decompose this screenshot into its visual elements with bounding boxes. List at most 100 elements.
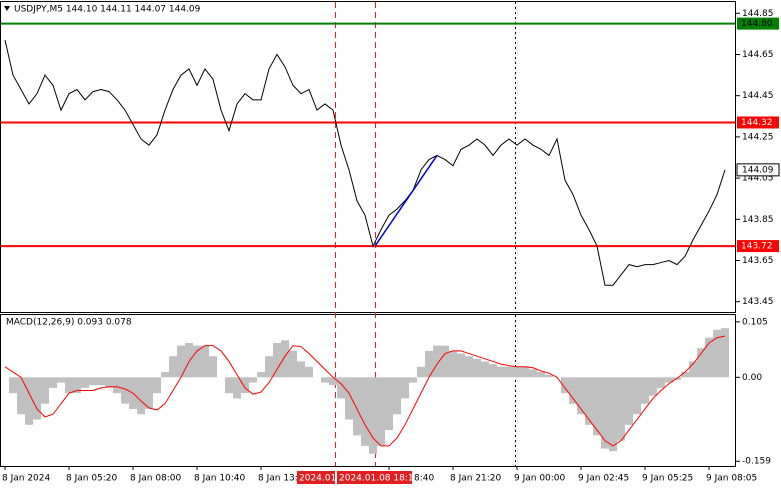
macd-bar [353, 377, 361, 436]
macd-bar [601, 377, 609, 449]
macd-bar [393, 377, 401, 415]
macd-bar [689, 361, 697, 378]
macd-bar [697, 348, 705, 378]
macd-bar [505, 366, 513, 378]
macd-bar [425, 350, 433, 378]
macd-bar [137, 377, 145, 415]
macd-bar [385, 377, 393, 431]
macd-bar [89, 377, 97, 386]
macd-bar [537, 372, 545, 378]
macd-bar [9, 377, 17, 394]
level-label: 143.72 [741, 242, 773, 252]
macd-bar [665, 377, 673, 383]
macd-bar [561, 377, 569, 394]
macd-bar [49, 377, 57, 388]
macd-bar [705, 337, 713, 378]
y-tick-label: 0.00 [742, 373, 762, 383]
macd-bar [585, 377, 593, 425]
macd-bar [497, 366, 505, 378]
macd-bar [657, 377, 665, 388]
macd-bar [289, 350, 297, 378]
x-tick-label: 9 Jan 00:00 [514, 474, 566, 484]
macd-bar [649, 377, 657, 396]
macd-bar [433, 345, 441, 378]
macd-bar [329, 377, 337, 386]
time-marker-label: 2024.01.08 18:10 [339, 474, 420, 484]
x-tick-label: 8 Jan 2024 [2, 474, 50, 484]
macd-bar [513, 366, 521, 378]
macd-bar [617, 377, 625, 441]
x-tick-label: 8 Jan 08:00 [130, 474, 182, 484]
macd-bar [401, 377, 409, 399]
macd-bar [593, 377, 601, 436]
macd-bar [161, 372, 169, 378]
y-tick-label: 144.05 [742, 174, 774, 184]
macd-bar [297, 361, 305, 378]
macd-bar [41, 377, 49, 404]
macd-bar [321, 377, 329, 383]
trend-line [374, 155, 438, 247]
macd-bar [25, 377, 33, 425]
macd-bar [105, 377, 113, 388]
macd-bar [633, 377, 641, 415]
macd-bar [185, 342, 193, 378]
macd-bar [681, 372, 689, 378]
level-label-box [737, 240, 779, 253]
macd-bar [233, 377, 241, 399]
macd-bar [169, 356, 177, 378]
macd-bar [713, 329, 721, 378]
macd-bar [465, 356, 473, 378]
y-tick-label: 144.65 [742, 50, 774, 60]
macd-bar [369, 377, 377, 454]
macd-bar [65, 377, 73, 394]
price-panel-frame [0, 1, 736, 313]
y-tick-label: 143.45 [742, 297, 774, 307]
y-tick-label: 144.85 [742, 9, 774, 19]
level-label-box [737, 17, 779, 30]
macd-bar [569, 377, 577, 404]
collapse-icon [4, 6, 10, 11]
y-tick-label: 144.45 [742, 91, 774, 101]
y-tick-label: 143.65 [742, 256, 774, 266]
macd-bar [345, 377, 353, 420]
y-tick-label: 144.25 [742, 132, 774, 142]
signal-line [4, 335, 726, 447]
macd-bar [545, 374, 553, 378]
macd-bar [225, 377, 233, 394]
macd-title: MACD(12,26,9) 0.093 0.078 [6, 318, 132, 328]
macd-bar [153, 377, 161, 394]
x-tick-label: 9 Jan 02:45 [578, 474, 629, 484]
y-tick-label: -0.159 [742, 457, 771, 467]
x-tick-label: 8 Jan 13: [258, 474, 298, 484]
macd-bar [97, 377, 105, 386]
macd-bar [121, 377, 129, 404]
macd-bar [73, 377, 81, 394]
y-tick-label: 143.85 [742, 215, 774, 225]
macd-bar [33, 377, 41, 420]
macd-bar [249, 377, 257, 383]
macd-bar [449, 350, 457, 378]
macd-bar [457, 353, 465, 378]
macd-bar [57, 377, 65, 383]
macd-bar [281, 340, 289, 378]
current-price-label: 144.09 [742, 165, 774, 175]
macd-bar [257, 372, 265, 378]
macd-bar [641, 377, 649, 404]
macd-bar [609, 377, 617, 452]
macd-bar [625, 377, 633, 425]
macd-bar [17, 377, 25, 415]
macd-bar [193, 345, 201, 378]
level-label-box [737, 116, 779, 129]
macd-bar [177, 345, 185, 378]
macd-bar [337, 377, 345, 399]
x-tick-label: 8 Jan 05:20 [66, 474, 118, 484]
price-line [4, 39, 726, 286]
macd-bar [489, 364, 497, 378]
macd-bar [145, 377, 153, 409]
macd-bar [377, 377, 385, 446]
macd-bar [265, 356, 273, 378]
macd-bar [473, 358, 481, 378]
x-tick-label: 8 Jan 21:20 [450, 474, 502, 484]
macd-bar [361, 377, 369, 446]
x-tick-label: 9 Jan 08:05 [706, 474, 757, 484]
